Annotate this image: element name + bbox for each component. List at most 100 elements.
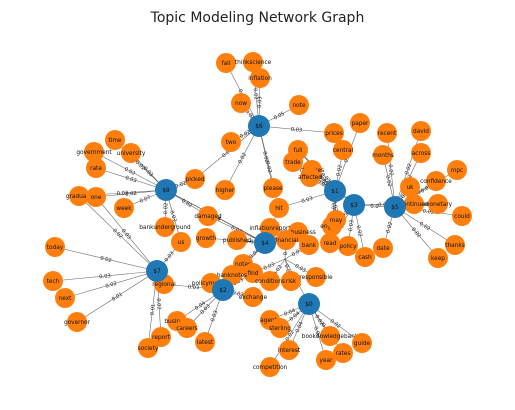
word-node: may	[326, 210, 346, 230]
word-node-circle	[86, 187, 106, 207]
edge-weight-label: 0.02	[180, 198, 193, 209]
word-node: continued	[400, 194, 429, 214]
word-node-label: affected	[298, 175, 322, 181]
edge-weight-label: 0.03	[257, 96, 263, 108]
graph-edge	[54, 246, 158, 272]
edge-weight-label: 0.02	[155, 298, 162, 310]
word-node: conditions	[255, 271, 285, 291]
word-node-circle	[260, 271, 280, 291]
edge-weight-label: 0.02	[285, 329, 296, 342]
word-node-label: competition	[253, 365, 288, 371]
topic-node-circle	[248, 115, 270, 137]
edge-weight-label: 0.02	[329, 318, 342, 330]
topic-node: $8	[155, 179, 177, 201]
edge-weight-label: 0.03	[164, 251, 176, 264]
edge-weight-label: 0.04	[194, 300, 208, 312]
graph-edge	[95, 167, 167, 191]
topic-node: $1	[324, 180, 346, 202]
word-node-circle	[289, 95, 309, 115]
word-node: financial	[274, 230, 299, 250]
word-node-circle	[138, 338, 158, 358]
word-node-label: inflationreport	[249, 226, 291, 232]
word-node: affected	[298, 167, 322, 187]
topic-node: $2	[212, 279, 234, 301]
word-node-label: thinkscience	[235, 60, 272, 66]
word-node-label: careers	[176, 326, 198, 332]
word-node-circle	[411, 121, 431, 141]
word-node-circle	[428, 194, 448, 214]
edge-weight-label: 0.02	[316, 179, 329, 190]
word-node-circle	[299, 235, 319, 255]
word-node-circle	[121, 143, 141, 163]
word-node-label: tech	[47, 279, 60, 285]
word-node-label: conditions	[255, 279, 285, 285]
edge-weight-label: 0.02	[410, 227, 422, 240]
word-node: two	[221, 132, 241, 152]
word-node: read	[320, 233, 340, 253]
word-node: bank	[299, 235, 319, 255]
word-node-label: cash	[358, 255, 372, 261]
word-node: note	[289, 95, 309, 115]
word-node-circle	[69, 186, 89, 206]
topic-node-label: $8	[162, 188, 170, 194]
word-node-circle	[86, 158, 106, 178]
word-node: could	[452, 206, 472, 226]
word-node-circle	[306, 267, 326, 287]
word-node-circle	[326, 210, 346, 230]
word-node: year	[316, 350, 336, 370]
word-node-label: hit	[275, 206, 283, 212]
word-node-circle	[243, 263, 263, 283]
word-node-circle	[400, 177, 420, 197]
graph-edge	[394, 206, 439, 259]
word-node-label: exchange	[239, 295, 268, 301]
edge-weight-label: 0.03	[168, 210, 177, 223]
word-node-circle	[216, 53, 236, 73]
word-node-label: find	[247, 271, 258, 277]
edge-weight-label: 0.03	[232, 290, 245, 298]
word-node: time	[105, 130, 125, 150]
word-node-circle	[45, 237, 65, 257]
word-node: next	[55, 288, 75, 308]
word-node-circle	[269, 198, 289, 218]
word-node: paper	[350, 113, 370, 133]
word-node-circle	[445, 235, 465, 255]
word-node: published	[223, 230, 251, 250]
word-node-circle	[281, 271, 301, 291]
word-node: us	[171, 232, 191, 252]
word-node-label: fall	[222, 61, 231, 67]
word-node-circle	[338, 236, 358, 256]
word-node: guide	[352, 333, 372, 353]
word-node-label: banknotes	[217, 273, 247, 279]
word-node: policy	[338, 236, 358, 256]
word-node-label: trade	[285, 160, 301, 166]
word-node-label: policy	[339, 244, 357, 250]
word-node-circle	[411, 143, 431, 163]
edge-weight-label: 0.03	[301, 196, 314, 205]
word-node-label: paper	[352, 121, 369, 127]
word-node-label: financial	[274, 238, 299, 244]
word-node-label: governor	[64, 320, 91, 326]
word-node-label: picked	[186, 177, 205, 183]
word-node: sterling	[269, 318, 291, 338]
word-node: university	[117, 143, 146, 163]
word-node: mpc	[447, 160, 467, 180]
edge-weight-label: 0.01	[150, 304, 157, 316]
word-node: tech	[43, 271, 63, 291]
topic-node-circle	[212, 279, 234, 301]
edge-weight-label: 0.04	[295, 320, 305, 334]
word-node-circle	[447, 160, 467, 180]
edge-weight-label: 0.02	[125, 191, 137, 198]
word-node: inflation	[248, 68, 272, 88]
word-node-label: higher	[216, 188, 235, 194]
word-node: society	[138, 338, 159, 358]
word-node-label: date	[376, 246, 390, 252]
word-node-label: rates	[336, 351, 351, 357]
word-node-label: please	[264, 186, 283, 192]
word-node-label: uk	[406, 185, 414, 191]
word-node-label: sterling	[269, 326, 291, 332]
topic-node-circle	[343, 194, 365, 216]
word-node-label: note	[292, 103, 305, 109]
word-node: one	[86, 187, 106, 207]
word-node: risk	[281, 271, 301, 291]
